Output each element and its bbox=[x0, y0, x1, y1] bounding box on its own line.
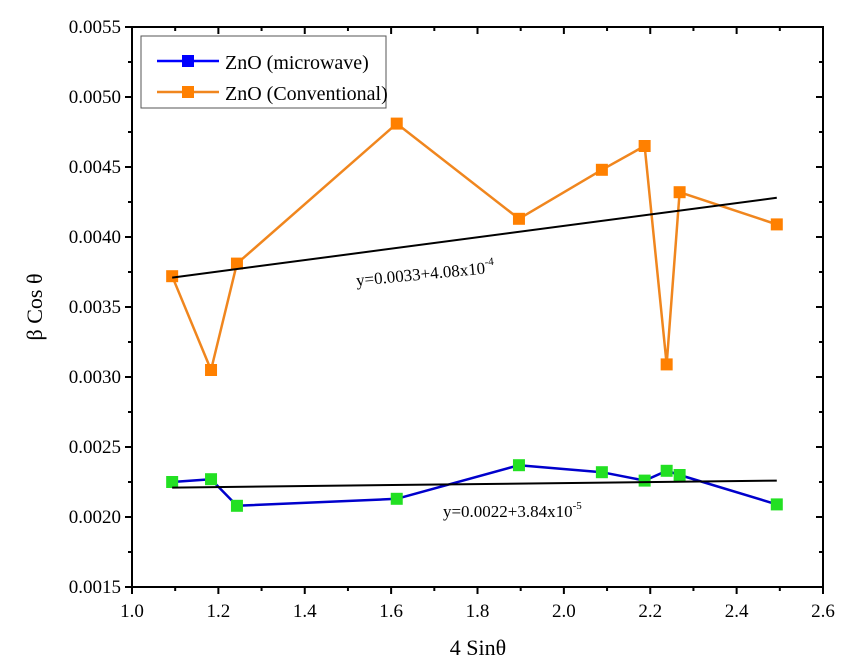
data-point-1 bbox=[166, 270, 179, 283]
y-tick-label: 0.0040 bbox=[69, 227, 121, 248]
y-tick-label: 0.0020 bbox=[69, 507, 121, 528]
y-tick-label: 0.0045 bbox=[69, 157, 121, 178]
data-point-0 bbox=[205, 473, 218, 486]
data-point-0 bbox=[638, 474, 651, 487]
data-point-1 bbox=[673, 186, 686, 199]
x-tick-label: 1.0 bbox=[120, 601, 144, 622]
fit-microwave-line bbox=[172, 479, 777, 489]
fit-conventional-equation: y=0.0033+4.08x10-4 bbox=[355, 256, 496, 290]
data-point-1 bbox=[638, 140, 651, 152]
data-point-1 bbox=[390, 117, 403, 130]
fit-conventional-line bbox=[172, 196, 777, 279]
fit-microwave-equation: y=0.0022+3.84x10-5 bbox=[443, 500, 582, 521]
data-point-1 bbox=[660, 358, 673, 371]
data-point-0 bbox=[595, 466, 608, 479]
legend-marker-conventional bbox=[182, 86, 194, 98]
x-tick-label: 2.0 bbox=[552, 601, 576, 622]
y-tick-label: 0.0015 bbox=[69, 577, 121, 598]
data-point-1 bbox=[205, 364, 218, 376]
x-tick-label: 2.2 bbox=[638, 601, 662, 622]
data-point-1 bbox=[512, 212, 525, 225]
x-tick-label: 1.8 bbox=[466, 601, 490, 622]
y-tick-label: 0.0055 bbox=[69, 17, 121, 38]
legend: ZnO (microwave) ZnO (Conventional) bbox=[140, 35, 388, 109]
data-point-0 bbox=[660, 464, 673, 477]
x-tick-label: 1.6 bbox=[379, 601, 403, 622]
legend-box bbox=[140, 35, 387, 109]
data-point-0 bbox=[673, 469, 686, 481]
series-line-1 bbox=[171, 122, 778, 372]
x-axis-title: 4 Sinθ bbox=[450, 635, 506, 660]
legend-label-microwave: ZnO (microwave) bbox=[225, 52, 369, 74]
y-tick-label: 0.0030 bbox=[69, 367, 121, 388]
legend-marker-microwave bbox=[182, 55, 194, 67]
data-point-0 bbox=[230, 499, 243, 512]
data-point-1 bbox=[595, 163, 608, 176]
data-point-0 bbox=[166, 476, 179, 488]
y-tick-label: 0.0025 bbox=[69, 437, 121, 458]
x-tick-label: 2.6 bbox=[811, 601, 835, 622]
legend-label-conventional: ZnO (Conventional) bbox=[225, 83, 388, 105]
axes: 1.0 1.2 1.4 1.6 1.8 2.0 2.2 2.4 2.6 0.0015 0.0020 0… bbox=[69, 17, 835, 622]
y-axis-title: β Cos θ bbox=[22, 274, 47, 341]
data-point-0 bbox=[512, 459, 525, 472]
data-point-1 bbox=[230, 257, 243, 270]
y-tick-label: 0.0050 bbox=[69, 87, 121, 108]
x-tick-label: 2.4 bbox=[725, 601, 749, 622]
plot-area: y=0.0033+4.08x10-4 y=0.0022+3.84x10-5 bbox=[166, 117, 783, 521]
series-line-0 bbox=[172, 463, 778, 508]
x-tick-label: 1.2 bbox=[207, 601, 231, 622]
y-tick-label: 0.0035 bbox=[69, 297, 121, 318]
data-point-1 bbox=[770, 218, 783, 231]
data-point-0 bbox=[390, 492, 403, 505]
x-tick-label: 1.4 bbox=[293, 601, 317, 622]
data-point-0 bbox=[770, 498, 783, 511]
